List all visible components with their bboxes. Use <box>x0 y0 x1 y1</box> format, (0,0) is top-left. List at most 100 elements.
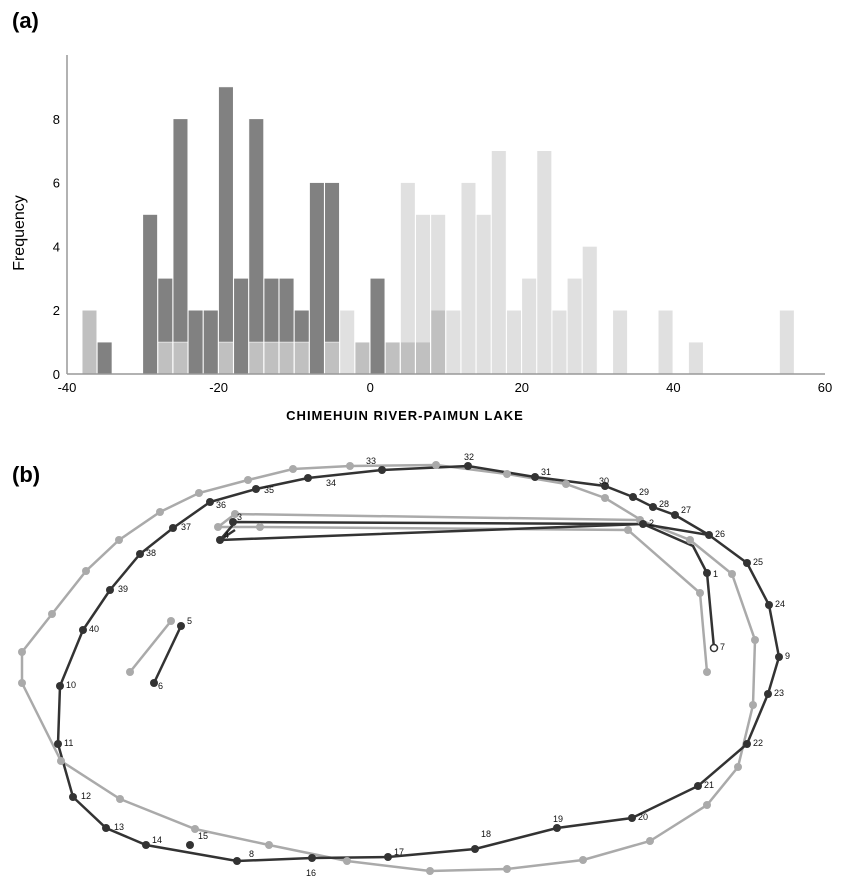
point-label: 11 <box>64 738 73 748</box>
gray-point <box>191 825 199 833</box>
x-tick-label: -40 <box>58 380 77 395</box>
y-axis-title: Frequency <box>11 195 28 271</box>
gray-point <box>346 462 354 470</box>
x-tick-label: 0 <box>367 380 374 395</box>
gray-point <box>256 523 264 531</box>
gray-point <box>265 841 273 849</box>
gray-point <box>703 668 711 676</box>
black-point <box>775 653 783 661</box>
black-point <box>142 841 150 849</box>
point-label: 40 <box>89 624 99 634</box>
gray-segment-5-6 <box>129 620 172 673</box>
x-tick-label: 60 <box>818 380 832 395</box>
point-label: 37 <box>181 522 191 532</box>
point-label: 31 <box>541 467 551 477</box>
x-axis-title: CHIMEHUIN RIVER-PAIMUN LAKE <box>286 408 524 423</box>
gray-point <box>244 476 252 484</box>
y-tick-label: 2 <box>53 303 60 318</box>
black-point <box>304 474 312 482</box>
point-label: 27 <box>681 505 691 515</box>
gray-point <box>749 701 757 709</box>
gray-point <box>167 617 175 625</box>
black-point <box>106 586 114 594</box>
black-point <box>384 853 392 861</box>
gray-point <box>289 465 297 473</box>
gray-point <box>156 508 164 516</box>
black-point <box>233 857 241 865</box>
black-point <box>743 740 751 748</box>
point-label: 8 <box>249 849 254 859</box>
gray-point <box>48 610 56 618</box>
point-label: 10 <box>66 680 76 690</box>
black-point <box>102 824 110 832</box>
black-point <box>628 814 636 822</box>
point-label: 13 <box>114 822 124 832</box>
gray-point <box>115 536 123 544</box>
point-label: 23 <box>774 688 784 698</box>
point-label: 17 <box>394 847 404 857</box>
gray-point <box>126 668 134 676</box>
black-point <box>629 493 637 501</box>
black-point <box>54 740 62 748</box>
point-label: 3 <box>237 512 242 522</box>
black-point <box>177 622 185 630</box>
black-point <box>765 601 773 609</box>
point-label: 1 <box>713 569 718 579</box>
gray-point <box>18 648 26 656</box>
gray-point <box>195 489 203 497</box>
panel-b-label: (b) <box>12 462 41 487</box>
point-label: 5 <box>187 616 192 626</box>
point-label: 14 <box>152 835 162 845</box>
point-label: 20 <box>638 812 648 822</box>
gray-point <box>231 510 239 518</box>
point-label: 2 <box>649 518 654 528</box>
point-label: 34 <box>326 478 336 488</box>
point-label: 24 <box>775 599 785 609</box>
black-point <box>553 824 561 832</box>
gray-point <box>116 795 124 803</box>
gray-point <box>343 857 351 865</box>
black-point <box>378 466 386 474</box>
point-label: 36 <box>216 500 226 510</box>
black-point <box>216 536 224 544</box>
point-label: 29 <box>639 487 649 497</box>
gray-point <box>646 837 654 845</box>
black-point <box>308 854 316 862</box>
black-point <box>601 482 609 490</box>
black-point <box>639 520 647 528</box>
black-point <box>694 782 702 790</box>
black-segment-5-6 <box>152 625 183 684</box>
black-point <box>229 518 237 526</box>
gray-point <box>426 867 434 875</box>
gray-point <box>503 470 511 478</box>
black-point <box>136 550 144 558</box>
black-point <box>764 690 772 698</box>
gray-point <box>696 589 704 597</box>
x-tick-label: 40 <box>666 380 680 395</box>
point-label: 32 <box>464 452 474 462</box>
point-label: 30 <box>599 476 609 486</box>
x-tick-label: -20 <box>209 380 228 395</box>
black-point <box>703 569 711 577</box>
black-point <box>671 511 679 519</box>
point-label: 18 <box>481 829 491 839</box>
black-point <box>464 462 472 470</box>
point-label: 22 <box>753 738 763 748</box>
point-label: 25 <box>753 557 763 567</box>
black-point <box>709 643 719 653</box>
black-point <box>169 524 177 532</box>
black-point <box>150 679 158 687</box>
gray-point <box>728 570 736 578</box>
gray-point <box>562 480 570 488</box>
black-point <box>69 793 77 801</box>
black-point <box>252 485 260 493</box>
point-label: 6 <box>158 681 163 691</box>
black-outline-path <box>56 464 781 863</box>
point-label: 28 <box>659 499 669 509</box>
point-label: 9 <box>785 651 790 661</box>
gray-point <box>624 526 632 534</box>
point-label: 26 <box>715 529 725 539</box>
point-label: 7 <box>720 642 725 652</box>
